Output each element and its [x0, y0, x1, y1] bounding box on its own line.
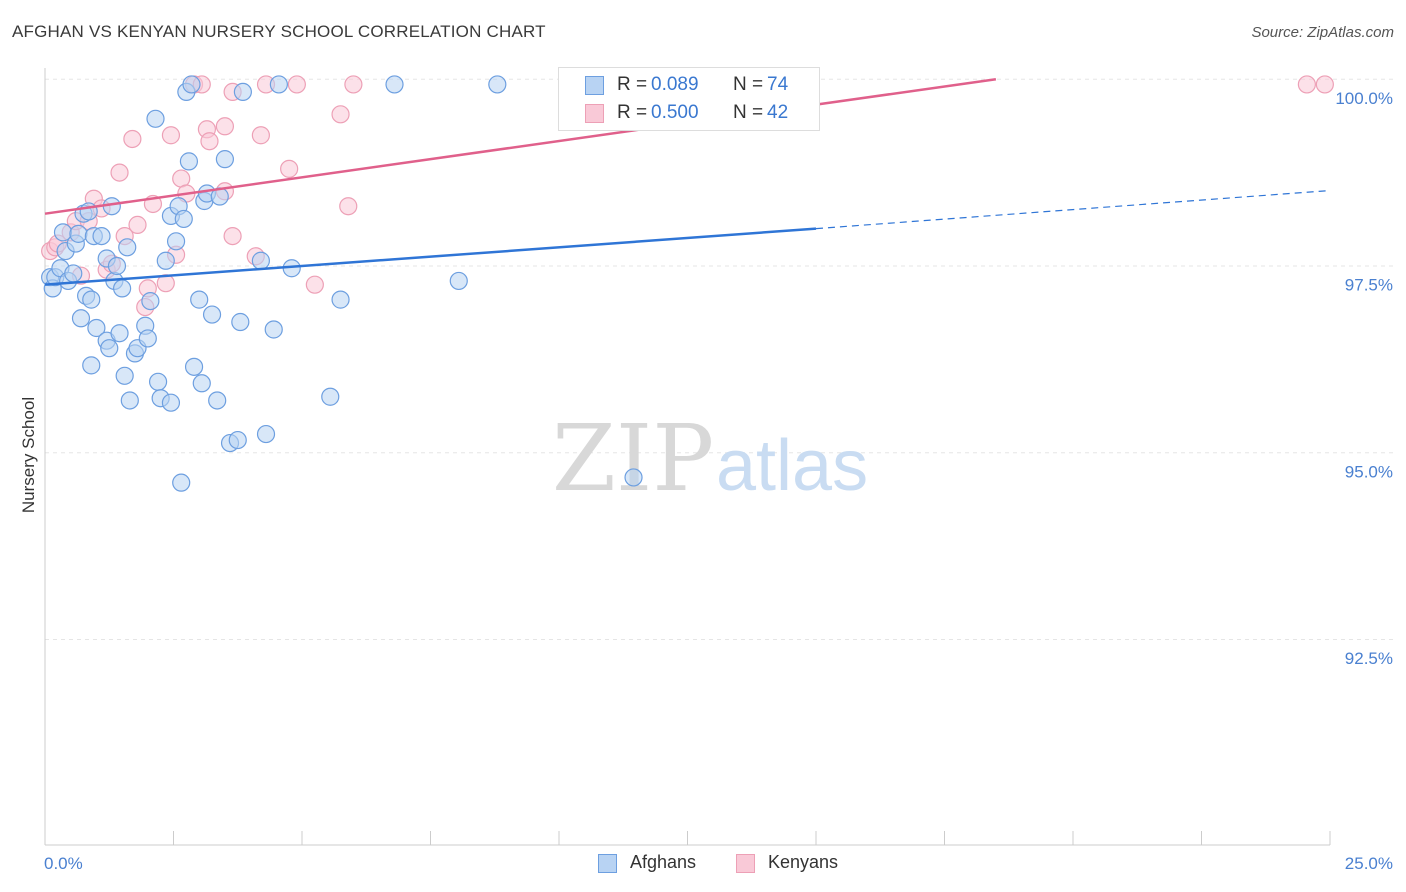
- correlation-legend: R = 0.089 N = 74 R = 0.500 N = 42: [558, 67, 820, 131]
- afghan-point: [71, 309, 91, 328]
- afghan-point: [172, 473, 191, 492]
- legend-r-value: 0.500: [651, 102, 699, 123]
- afghan-point: [118, 238, 137, 257]
- kenyan-point: [161, 126, 181, 145]
- legend-r-value: 0.089: [651, 74, 699, 95]
- afghan-point: [385, 75, 404, 94]
- afghan-point: [141, 292, 160, 311]
- y-tick-label: 97.5%: [1345, 276, 1393, 295]
- afghan-point: [82, 290, 101, 309]
- label-layer: 100.0% 97.5% 95.0% 92.5% 0.0% 25.0%: [44, 89, 1393, 873]
- afghan-point: [92, 227, 111, 246]
- afghan-point: [251, 251, 270, 270]
- afghan-point: [161, 393, 181, 412]
- legend-n-label: N =: [733, 102, 764, 123]
- afghan-trend-extension: [815, 189, 1331, 230]
- afghan-point: [269, 75, 288, 94]
- bottom-legend-label-afghans: Afghans: [630, 852, 697, 872]
- bottom-legend-swatch-afghans: [598, 854, 617, 873]
- kenyan-point: [251, 126, 270, 145]
- afghan-point: [233, 82, 252, 102]
- legend-r-label: R =: [617, 102, 648, 123]
- afghan-point: [179, 152, 199, 171]
- legend-n-value: 42: [767, 102, 789, 123]
- afghan-point: [82, 356, 101, 375]
- afghan-point: [148, 372, 168, 391]
- afghan-point: [87, 318, 106, 338]
- afghan-point: [110, 324, 129, 343]
- kenyan-point: [1297, 75, 1316, 94]
- kenyan-point: [1315, 75, 1334, 94]
- bottom-legend-label-kenyans: Kenyans: [768, 852, 839, 872]
- afghan-point: [231, 312, 250, 332]
- x-tick-label: 25.0%: [1345, 854, 1393, 873]
- kenyan-point: [339, 197, 358, 216]
- kenyan-point: [223, 227, 242, 246]
- legend-swatch-afghans: [585, 76, 604, 95]
- y-tick-label: 100.0%: [1335, 89, 1393, 108]
- afghan-point: [228, 430, 247, 450]
- kenyan-point: [215, 117, 234, 136]
- bottom-legend-swatch-kenyans: [736, 854, 755, 873]
- afghan-point: [146, 109, 165, 128]
- chart-source: Source: ZipAtlas.com: [1251, 24, 1394, 41]
- afghan-point: [449, 271, 468, 291]
- x-tick-label: 0.0%: [44, 854, 83, 873]
- kenyan-trend-line: [44, 77, 997, 215]
- afghan-point: [156, 251, 175, 270]
- legend-n-label: N =: [733, 74, 764, 95]
- kenyan-point: [305, 275, 324, 294]
- afghan-point: [215, 150, 234, 169]
- kenyan-point: [287, 75, 306, 94]
- kenyan-point: [280, 159, 299, 178]
- afghan-point: [624, 468, 643, 487]
- watermark-atlas: atlas: [716, 426, 868, 506]
- kenyan-point: [344, 75, 363, 94]
- trend-layer: [44, 77, 1331, 286]
- kenyan-point: [200, 132, 219, 151]
- axis-layer: [44, 68, 1331, 846]
- afghan-point: [192, 374, 211, 393]
- afghan-point: [112, 279, 132, 298]
- afghan-point: [64, 264, 83, 283]
- legend-r-label: R =: [617, 74, 648, 95]
- afghan-point: [202, 305, 222, 324]
- watermark-zip: ZIP: [552, 405, 714, 512]
- afghan-point: [182, 75, 201, 94]
- afghan-point: [138, 329, 157, 348]
- afghan-point: [321, 387, 340, 406]
- afghan-point: [107, 256, 127, 276]
- kenyan-point: [123, 129, 142, 149]
- grid-layer: [45, 78, 1395, 641]
- kenyan-point: [110, 163, 129, 182]
- afghan-point: [100, 339, 119, 358]
- legend-n-value: 74: [767, 74, 789, 95]
- afghan-point: [488, 75, 507, 94]
- y-axis-title: Nursery School: [19, 397, 38, 513]
- afghan-point: [120, 391, 139, 410]
- afghan-points: [41, 75, 643, 492]
- legend-swatch-kenyans: [585, 104, 604, 123]
- afghan-point: [208, 391, 227, 410]
- afghan-point: [69, 224, 88, 243]
- afghan-point: [331, 290, 350, 309]
- afghan-point: [184, 357, 204, 376]
- afghan-point: [174, 209, 193, 229]
- afghan-point: [264, 320, 283, 339]
- kenyan-point: [128, 215, 147, 234]
- afghan-point: [190, 290, 209, 309]
- y-tick-label: 92.5%: [1345, 649, 1393, 668]
- afghan-point: [115, 366, 134, 385]
- afghan-point: [166, 232, 186, 251]
- afghan-point: [256, 424, 276, 444]
- afghan-trend-line: [44, 227, 817, 286]
- chart-title: AFGHAN VS KENYAN NURSERY SCHOOL CORRELAT…: [12, 22, 546, 41]
- kenyan-point: [331, 105, 350, 124]
- y-tick-label: 95.0%: [1345, 462, 1393, 481]
